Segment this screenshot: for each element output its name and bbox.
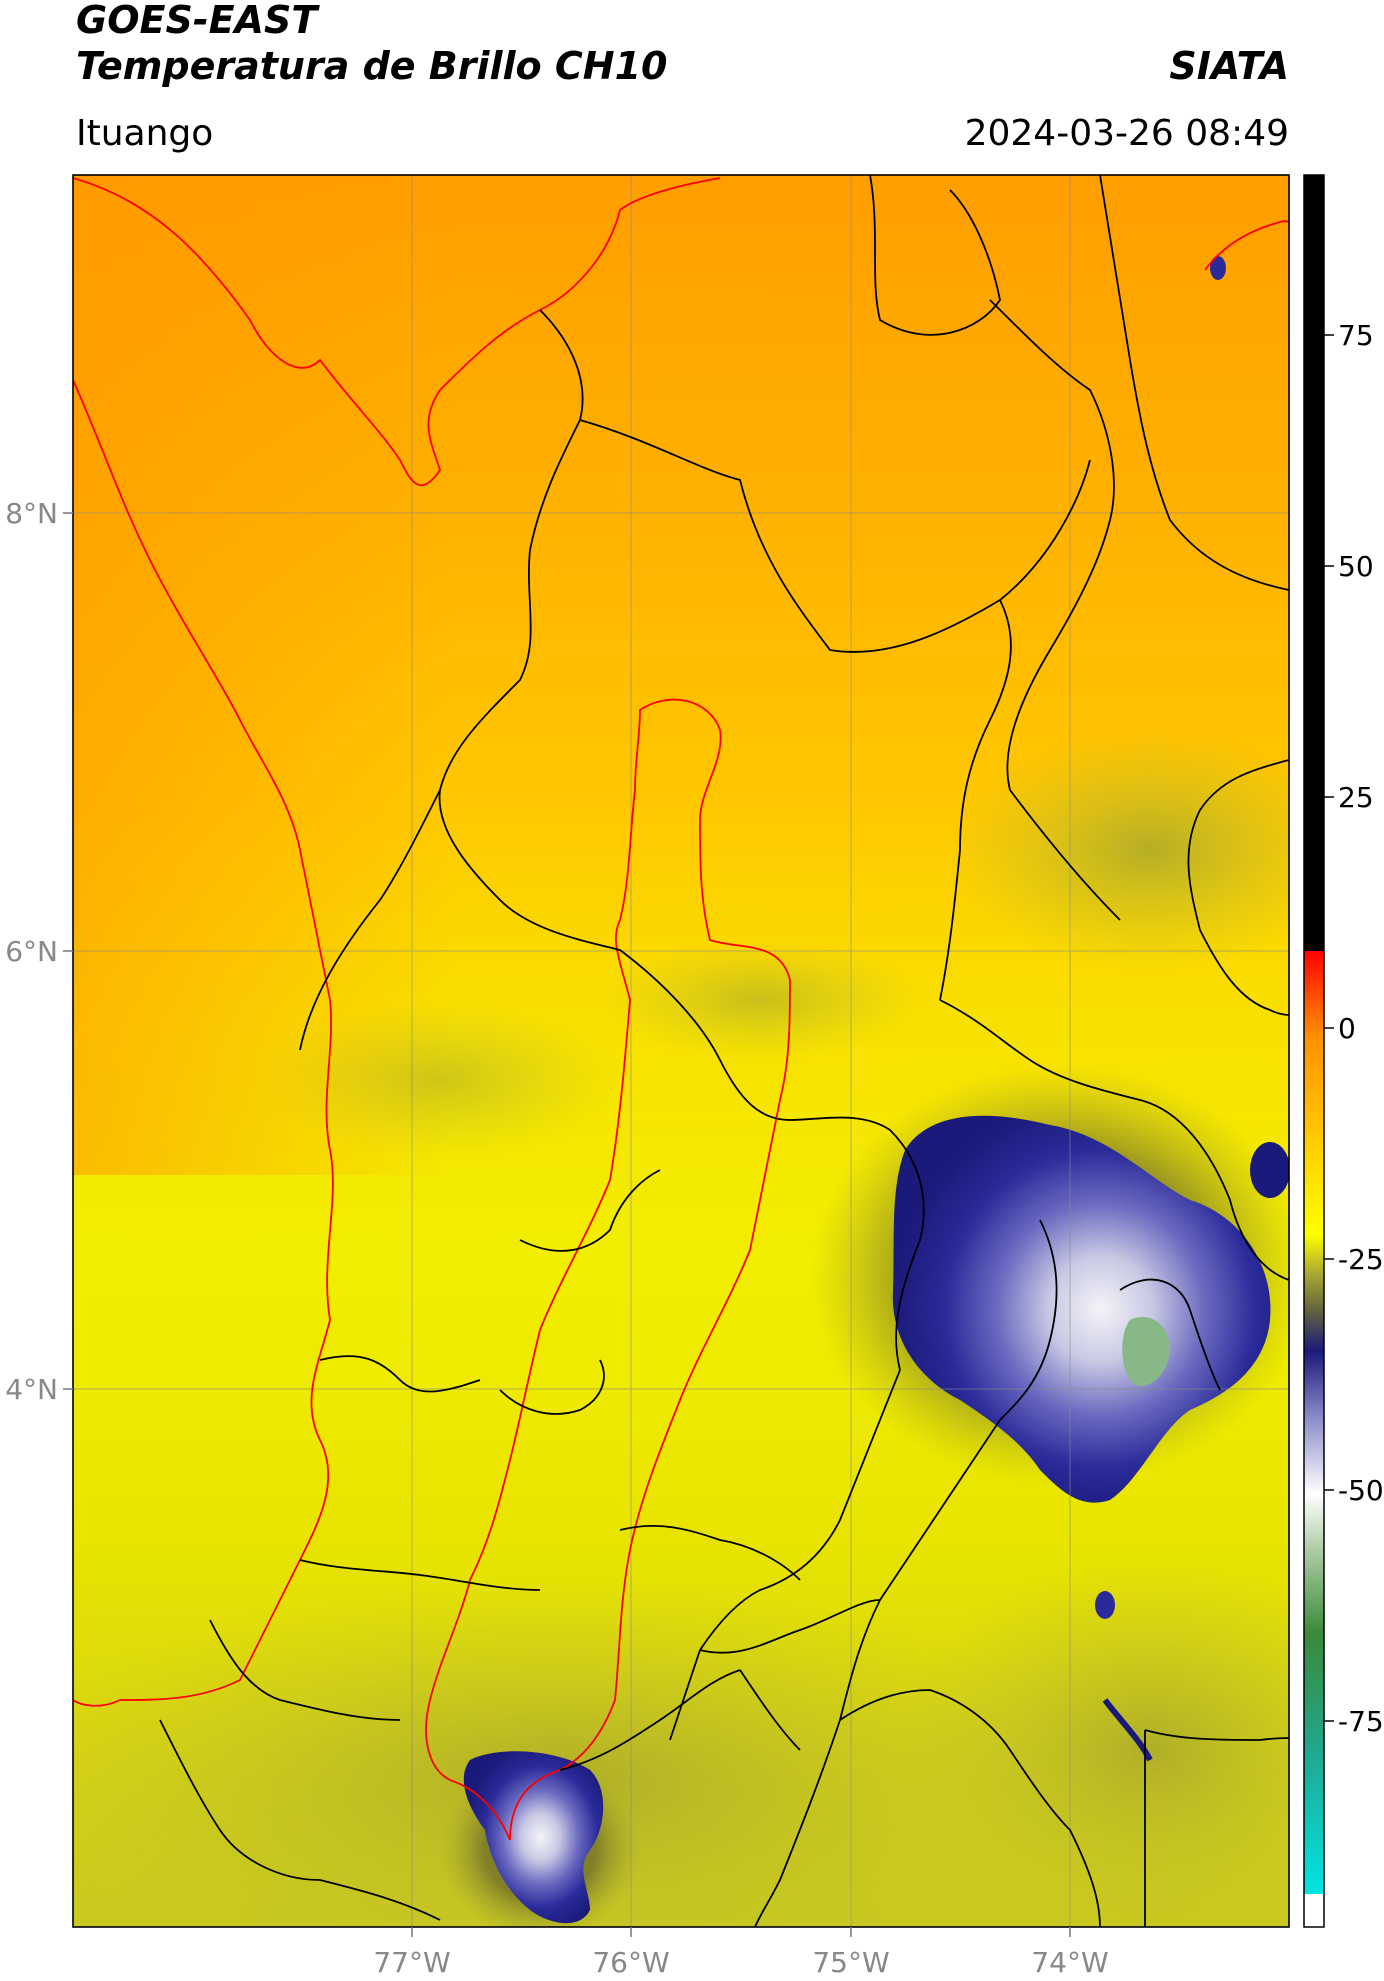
product-title: Temperatura de Brillo CH10 [76, 44, 668, 88]
lat-tick-4n: 4°N [5, 1373, 58, 1406]
lon-tick-74w: 74°W [1031, 1946, 1108, 1979]
satellite-title: GOES-EAST [76, 0, 318, 42]
colorbar-tick-75: 75 [1338, 319, 1374, 352]
admin-boundaries [159, 175, 1289, 1927]
colorbar-segment-black [1304, 175, 1324, 951]
organization-label: SIATA [1169, 44, 1289, 88]
lon-tick-76w: 76°W [592, 1946, 669, 1979]
colorbar-segment-warm [1304, 951, 1324, 1234]
colorbar-tick-minus25: -25 [1338, 1243, 1384, 1276]
colorbar-tick-minus50: -50 [1338, 1474, 1384, 1507]
colorbar-tick-0: 0 [1338, 1012, 1356, 1045]
colorbar-segment-white [1304, 1894, 1324, 1927]
red-boundaries [73, 177, 1289, 1841]
lon-tick-77w: 77°W [373, 1946, 450, 1979]
map-gridlines [73, 175, 1289, 1927]
colorbar-tick-50: 50 [1338, 550, 1374, 583]
location-label: Ituango [76, 113, 214, 154]
colorbar-tick-25: 25 [1338, 781, 1374, 814]
lat-tick-8n: 8°N [5, 497, 58, 530]
temperature-colorbar: 75 50 25 0 -25 -50 -75 [1303, 174, 1384, 1928]
map-frame [72, 174, 1290, 1928]
timestamp-label: 2024-03-26 08:49 [964, 113, 1289, 154]
colorbar-segment-cold [1304, 1494, 1324, 1894]
lon-tick-75w: 75°W [812, 1946, 889, 1979]
colorbar-tick-minus75: -75 [1338, 1705, 1384, 1738]
brightness-temperature-field [73, 175, 1289, 1927]
lat-tick-6n: 6°N [5, 935, 58, 968]
colorbar-segment-mid [1304, 1234, 1324, 1494]
